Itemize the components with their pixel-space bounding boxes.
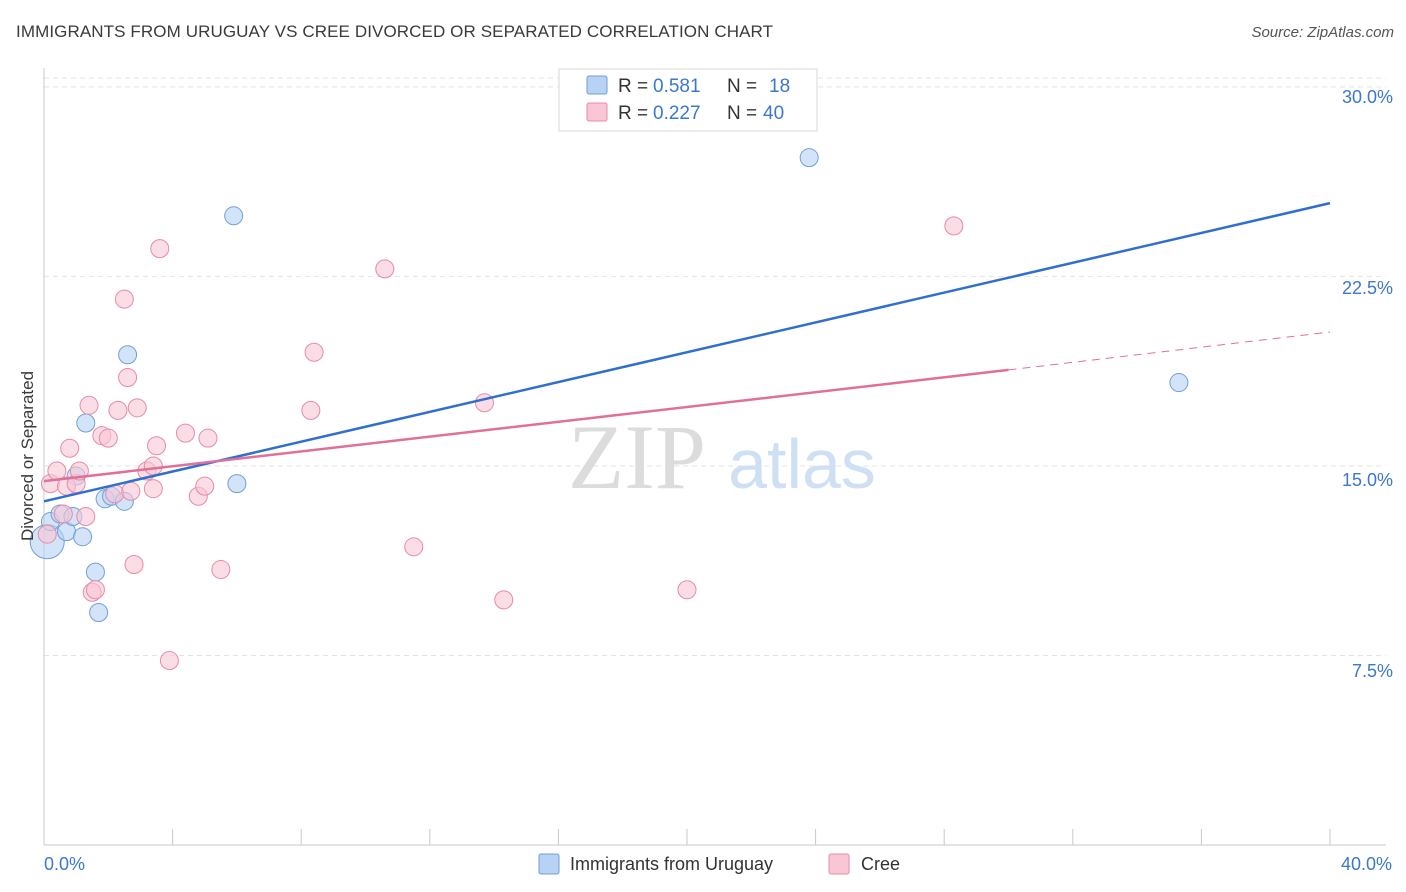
- point-cree-39: [944, 216, 964, 236]
- point-cree-37: [494, 590, 514, 610]
- point-cree-11: [85, 580, 105, 600]
- point-uruguay-13: [118, 345, 138, 365]
- y-tick-label-7-5: 7.5%: [1352, 661, 1393, 681]
- y-axis-label: Divorced or Separated: [18, 371, 37, 541]
- trend-line-cree-extension: [1008, 331, 1331, 371]
- point-cree-30: [198, 428, 218, 448]
- point-cree-35: [404, 537, 424, 557]
- point-uruguay-15: [227, 474, 247, 494]
- point-cree-8: [76, 506, 96, 526]
- point-uruguay-17: [1169, 373, 1189, 393]
- x-tick-label-max: 40.0%: [1341, 854, 1392, 874]
- point-cree-18: [121, 481, 141, 501]
- legend-swatch-cree: [586, 102, 608, 122]
- point-uruguay-14: [224, 206, 244, 226]
- legend-r-label-uruguay: R =: [618, 76, 648, 97]
- point-cree-16: [114, 289, 134, 309]
- legend-r-value-cree: 0.227: [653, 103, 701, 124]
- point-cree-5: [60, 438, 80, 458]
- top-legend: R = 0.581 N = 18 R = 0.227 N = 40: [558, 68, 818, 132]
- y-tick-label-22-5: 22.5%: [1342, 278, 1393, 298]
- point-cree-20: [127, 398, 147, 418]
- chart-title: IMMIGRANTS FROM URUGUAY VS CREE DIVORCED…: [16, 22, 774, 41]
- y-tick-label-15: 15.0%: [1342, 470, 1393, 490]
- point-uruguay-9: [89, 603, 109, 623]
- point-cree-17: [118, 368, 138, 388]
- bottom-legend-label-cree: Cree: [861, 854, 900, 874]
- legend-n-value-uruguay: 18: [769, 76, 790, 97]
- point-cree-22: [143, 456, 163, 476]
- watermark-atlas: atlas: [728, 425, 876, 503]
- point-uruguay-16: [799, 148, 819, 168]
- legend-r-value-uruguay: 0.581: [653, 76, 701, 97]
- point-cree-23: [143, 479, 163, 499]
- bottom-legend: Immigrants from Uruguay Cree: [538, 853, 900, 875]
- legend-r-label-cree: R =: [618, 103, 648, 124]
- trend-line-uruguay: [43, 201, 1331, 503]
- point-cree-15: [108, 400, 128, 420]
- point-cree-33: [304, 342, 324, 362]
- point-cree-19: [124, 555, 144, 575]
- source-note: Source: ZipAtlas.com: [1251, 24, 1394, 41]
- bottom-legend-swatch-cree: [828, 853, 850, 875]
- point-cree-31: [211, 560, 231, 580]
- watermark: ZIP atlas: [568, 406, 876, 508]
- point-cree-27: [175, 423, 195, 443]
- bottom-legend-label-uruguay: Immigrants from Uruguay: [570, 854, 773, 874]
- legend-n-label-uruguay: N =: [727, 76, 757, 97]
- legend-swatch-uruguay: [586, 75, 608, 95]
- x-tick-label-min: 0.0%: [44, 854, 85, 874]
- point-cree-29: [195, 476, 215, 496]
- watermark-zip: ZIP: [568, 406, 706, 508]
- grid-lines: [44, 77, 1386, 656]
- point-cree-0: [37, 524, 57, 544]
- point-uruguay-7: [76, 413, 96, 433]
- y-tick-label-30: 30.0%: [1342, 87, 1393, 107]
- trend-line-cree: [43, 368, 1009, 483]
- point-cree-9: [79, 395, 99, 415]
- legend-n-value-cree: 40: [763, 103, 784, 124]
- point-cree-38: [677, 580, 697, 600]
- point-cree-26: [159, 651, 179, 671]
- point-cree-24: [147, 436, 167, 456]
- trend-lines: [43, 201, 1331, 503]
- data-points: [29, 148, 1189, 671]
- point-cree-13: [98, 428, 118, 448]
- point-cree-25: [150, 239, 170, 259]
- point-cree-32: [301, 400, 321, 420]
- point-cree-34: [375, 259, 395, 279]
- axes: [43, 68, 1386, 846]
- legend-n-label-cree: N =: [727, 103, 757, 124]
- point-uruguay-8: [85, 562, 105, 582]
- point-uruguay-6: [73, 527, 93, 547]
- bottom-legend-swatch-uruguay: [538, 853, 560, 875]
- point-cree-3: [53, 504, 73, 524]
